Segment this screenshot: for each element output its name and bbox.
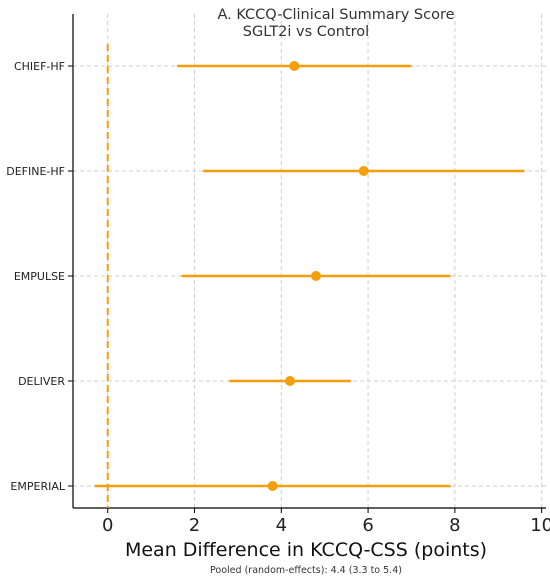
tick-layer: 0 2 4 6 8 10 CHIEF-HF DEFINE-HF EMPULSE DELIVER EM… bbox=[6, 60, 550, 536]
study-label: DELIVER bbox=[18, 375, 65, 388]
point-estimate bbox=[358, 166, 369, 176]
x-tick-label: 2 bbox=[189, 515, 200, 536]
study-label: DEFINE-HF bbox=[6, 165, 65, 178]
x-axis-label: Mean Difference in KCCQ-CSS (points) bbox=[125, 539, 487, 561]
x-tick-label: 8 bbox=[449, 515, 460, 536]
chart-subtitle: SGLT2i vs Control bbox=[243, 24, 369, 40]
point-estimate bbox=[311, 271, 322, 281]
grid-layer bbox=[73, 14, 546, 508]
study-row bbox=[203, 166, 525, 176]
study-row bbox=[181, 271, 451, 281]
x-tick-label: 10 bbox=[530, 515, 550, 536]
point-estimate bbox=[284, 376, 295, 386]
study-label: EMPULSE bbox=[14, 270, 65, 283]
point-estimate bbox=[267, 481, 278, 491]
axis-layer bbox=[72, 14, 546, 509]
study-label: CHIEF-HF bbox=[14, 60, 65, 73]
x-tick-label: 4 bbox=[276, 515, 287, 536]
study-layer bbox=[94, 61, 525, 491]
study-row bbox=[177, 61, 412, 71]
x-tick-label: 0 bbox=[102, 515, 113, 536]
study-label: EMPERIAL bbox=[10, 480, 65, 493]
study-row bbox=[229, 376, 351, 386]
pooled-estimate-note: Pooled (random-effects): 4.4 (3.3 to 5.4… bbox=[210, 565, 402, 576]
study-row bbox=[94, 481, 451, 491]
point-estimate bbox=[289, 61, 300, 71]
x-tick-label: 6 bbox=[362, 515, 373, 536]
chart-title: A. KCCQ-Clinical Summary Score bbox=[217, 7, 454, 23]
